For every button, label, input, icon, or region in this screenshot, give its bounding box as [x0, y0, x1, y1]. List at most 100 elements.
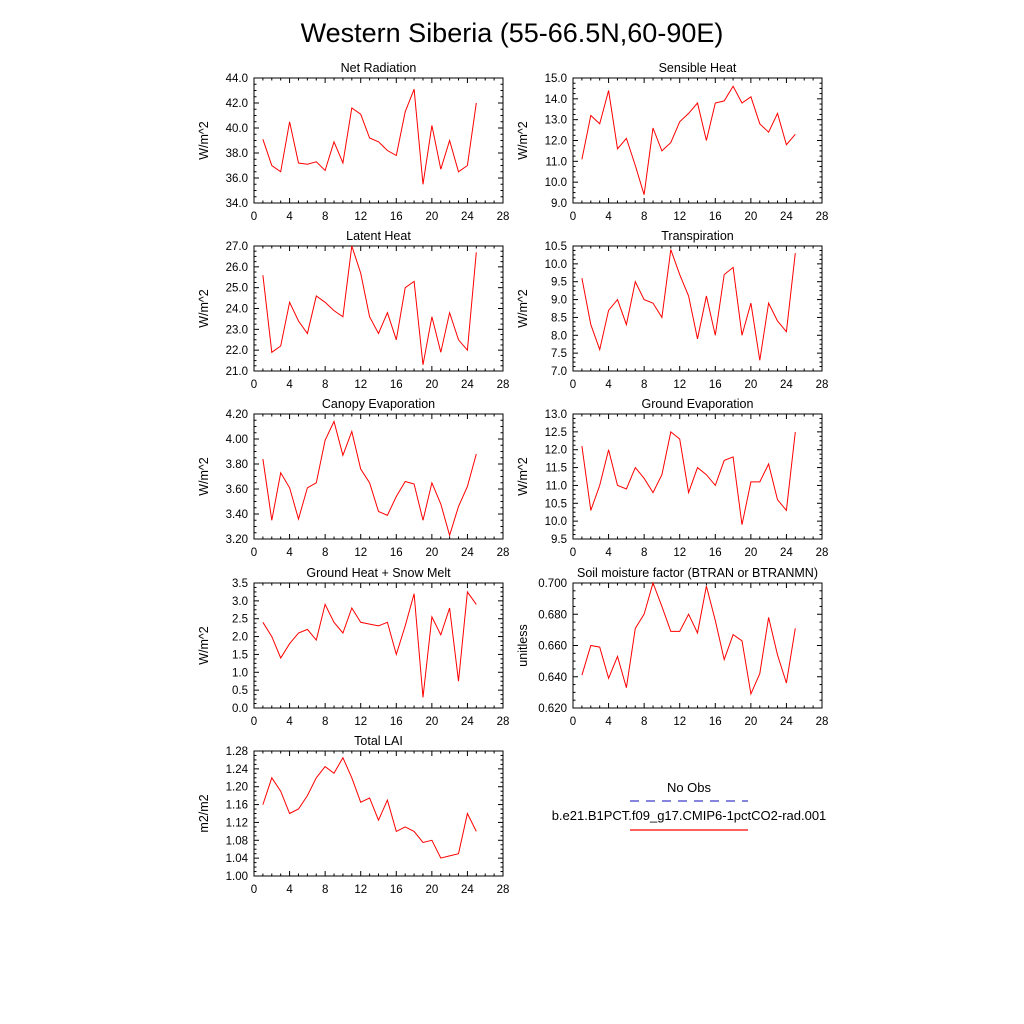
panel-0: Net Radiation 0 4 8 12 16 20 24 28 34.0 36.0 38.0 40… — [197, 61, 509, 223]
x-tick-label: 20 — [744, 211, 757, 223]
x-tick-label: 4 — [605, 379, 612, 391]
y-tick-label: 1.16 — [226, 800, 248, 812]
plot-frame — [572, 582, 823, 709]
series-line — [262, 420, 477, 538]
legend-label-model-run: b.e21.B1PCT.f09_g17.CMIP6-1pctCO2-rad.00… — [552, 808, 827, 823]
x-tick-label: 0 — [570, 547, 576, 559]
x-tick-label: 24 — [780, 547, 793, 559]
x-tick-label: 20 — [425, 379, 438, 391]
panel-7: Soil moisture factor (BTRAN or BTRANMN) 0… — [516, 566, 828, 728]
y-tick-label: 0.700 — [538, 578, 567, 590]
x-tick-label: 20 — [744, 716, 757, 728]
y-tick-label: 1.5 — [232, 649, 248, 661]
x-tick-label: 24 — [780, 716, 793, 728]
x-tick-label: 16 — [390, 547, 403, 559]
x-tick-label: 12 — [354, 884, 367, 896]
x-tick-label: 8 — [322, 716, 328, 728]
y-tick-label: 1.12 — [226, 817, 248, 829]
x-tick-label: 0 — [570, 716, 576, 728]
x-tick-label: 8 — [322, 884, 328, 896]
x-tick-label: 12 — [673, 716, 686, 728]
x-tick-label: 8 — [641, 547, 647, 559]
x-tick-label: 8 — [641, 716, 647, 728]
y-tick-label: 21.0 — [226, 366, 248, 378]
plot-frame — [572, 77, 823, 204]
x-tick-label: 24 — [461, 884, 474, 896]
x-tick-label: 16 — [390, 211, 403, 223]
y-tick-label: 3.40 — [226, 509, 248, 521]
y-tick-label: 36.0 — [226, 173, 248, 185]
y-tick-label: 42.0 — [226, 98, 248, 110]
y-tick-label: 25.0 — [226, 283, 248, 295]
panel-title: Ground Heat + Snow Melt — [306, 566, 451, 580]
y-tick-label: 1.00 — [226, 871, 248, 883]
y-tick-label: 9.0 — [551, 198, 567, 210]
x-tick-label: 16 — [390, 716, 403, 728]
x-tick-label: 20 — [425, 716, 438, 728]
x-tick-label: 4 — [286, 716, 293, 728]
y-tick-label: 11.5 — [545, 463, 567, 475]
x-tick-label: 20 — [425, 547, 438, 559]
x-tick-label: 8 — [322, 379, 328, 391]
y-tick-label: 13.0 — [545, 115, 567, 127]
y-tick-label: 2.5 — [232, 614, 248, 626]
y-tick-label: 27.0 — [226, 241, 248, 253]
y-tick-label: 10.5 — [545, 498, 567, 510]
x-tick-label: 4 — [286, 884, 293, 896]
y-axis-label: W/m^2 — [516, 289, 530, 328]
series-line — [581, 249, 796, 361]
x-tick-label: 20 — [425, 884, 438, 896]
x-tick-label: 8 — [641, 379, 647, 391]
panel-3: Transpiration 0 4 8 12 16 20 24 28 7.0 7.5 8.0 8.5 9.… — [516, 229, 828, 391]
x-tick-label: 0 — [251, 379, 257, 391]
x-tick-label: 0 — [251, 716, 257, 728]
y-tick-label: 10.0 — [545, 516, 567, 528]
x-tick-label: 24 — [780, 379, 793, 391]
plot-frame — [253, 582, 504, 709]
y-tick-label: 1.0 — [232, 667, 248, 679]
x-tick-label: 12 — [354, 211, 367, 223]
panel-title: Sensible Heat — [659, 61, 737, 75]
x-tick-label: 28 — [816, 379, 829, 391]
y-tick-label: 10.5 — [545, 241, 567, 253]
x-tick-label: 28 — [816, 547, 829, 559]
x-tick-label: 8 — [322, 211, 328, 223]
y-tick-label: 26.0 — [226, 262, 248, 274]
x-tick-label: 28 — [816, 716, 829, 728]
x-tick-label: 0 — [251, 211, 257, 223]
y-tick-label: 0.620 — [538, 703, 567, 715]
series-line — [262, 590, 477, 698]
y-tick-label: 44.0 — [226, 73, 248, 85]
y-tick-label: 12.5 — [545, 427, 567, 439]
x-tick-label: 8 — [641, 211, 647, 223]
y-axis-label: m2/m2 — [197, 794, 211, 832]
y-tick-label: 24.0 — [226, 304, 248, 316]
y-tick-label: 12.0 — [545, 445, 567, 457]
y-tick-label: 1.28 — [226, 746, 248, 758]
y-tick-label: 3.20 — [226, 534, 248, 546]
y-tick-label: 13.0 — [545, 409, 567, 421]
y-axis-label: W/m^2 — [516, 457, 530, 496]
y-tick-label: 8.0 — [551, 330, 567, 342]
x-tick-label: 24 — [461, 547, 474, 559]
y-tick-label: 34.0 — [226, 198, 248, 210]
legend-label-no-obs: No Obs — [667, 780, 712, 795]
panel-5: Ground Evaporation 0 4 8 12 16 20 24 28 9.5 10.0 10… — [516, 397, 828, 559]
panel-title: Ground Evaporation — [642, 397, 754, 411]
series-line — [581, 581, 796, 696]
y-tick-label: 0.660 — [538, 641, 567, 653]
x-tick-label: 8 — [322, 547, 328, 559]
x-tick-label: 16 — [390, 884, 403, 896]
y-axis-label: W/m^2 — [197, 626, 211, 665]
legend: No Obs b.e21.B1PCT.f09_g17.CMIP6-1pctCO2… — [552, 780, 827, 831]
x-tick-label: 16 — [709, 547, 722, 559]
panel-4: Canopy Evaporation 0 4 8 12 16 20 24 28 3.20 3.40 3… — [197, 397, 509, 559]
plot-frame — [253, 413, 504, 540]
panel-title: Net Radiation — [341, 61, 417, 75]
x-tick-label: 0 — [251, 547, 257, 559]
panel-title: Transpiration — [661, 229, 734, 243]
x-tick-label: 12 — [673, 547, 686, 559]
panel-title: Soil moisture factor (BTRAN or BTRANMN) — [577, 566, 818, 580]
